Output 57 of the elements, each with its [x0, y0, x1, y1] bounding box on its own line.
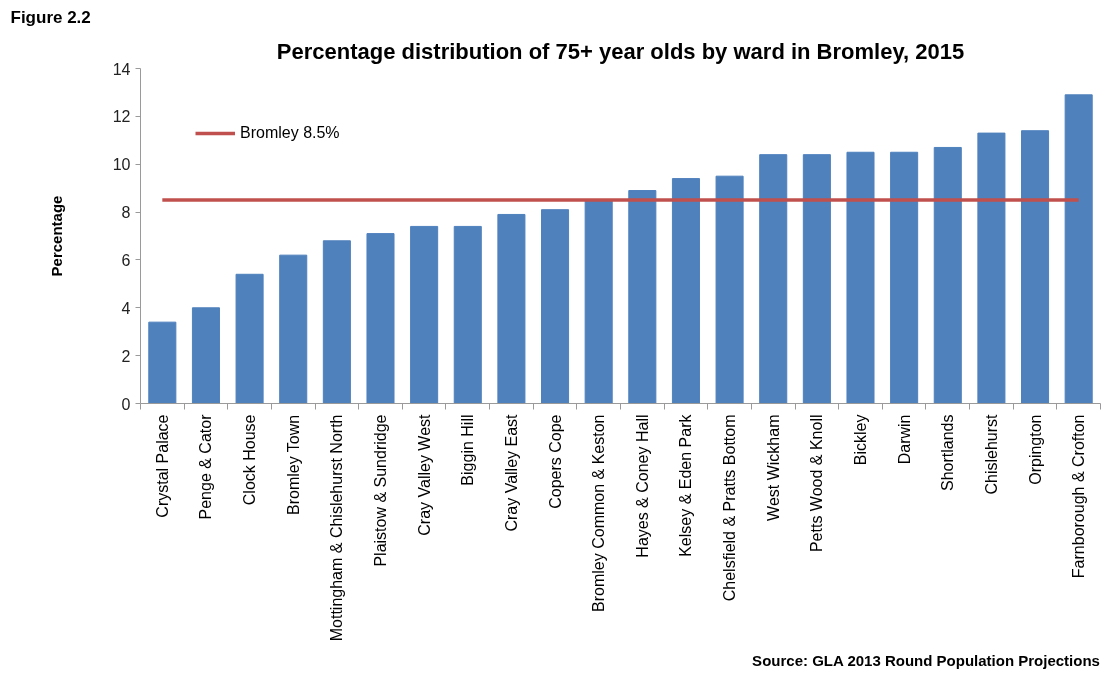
x-tick-label: West Wickham — [764, 414, 782, 521]
source-note: Source: GLA 2013 Round Population Projections — [752, 651, 1100, 669]
x-tick-label: Clock House — [241, 414, 259, 506]
bar — [1064, 94, 1093, 404]
bar — [541, 209, 570, 404]
x-tick-label: Chelsfield & Pratts Bottom — [721, 414, 739, 602]
x-tick-label: Cray Valley West — [415, 413, 433, 536]
y-tick-label: 0 — [121, 395, 131, 413]
x-tick-label: Bromley Town — [284, 414, 302, 515]
y-tick-label: 8 — [121, 204, 131, 222]
bar — [453, 225, 482, 404]
x-tick-label: Farnborough & Crofton — [1070, 414, 1088, 579]
x-tick-label: Crystal Palace — [153, 414, 171, 518]
bar — [191, 307, 220, 404]
y-tick-label: 12 — [112, 108, 131, 126]
y-tick-label: 6 — [121, 251, 131, 269]
x-tick-label: Shortlands — [939, 414, 957, 491]
bar — [584, 199, 613, 404]
x-tick-label: Mottingham & Chislehurst North — [328, 414, 346, 642]
y-axis-title: Percentage — [47, 195, 65, 277]
bar — [322, 240, 351, 404]
x-tick-label: Darwin — [895, 414, 913, 465]
x-tick-label: Petts Wood & Knoll — [808, 414, 826, 553]
x-tick-label: Cray Valley East — [502, 413, 520, 532]
bar — [497, 213, 526, 404]
bar — [715, 175, 744, 404]
bar — [148, 321, 177, 404]
bar — [671, 178, 700, 404]
x-tick-label: Orpington — [1026, 414, 1044, 485]
bar — [846, 151, 875, 404]
bar — [890, 151, 919, 404]
chart-title: Percentage distribution of 75+ year olds by ward in Bromley, 2015 — [276, 38, 965, 64]
x-tick-label: Chislehurst — [982, 413, 1000, 495]
x-tick-label: Biggin Hill — [459, 414, 477, 486]
bar — [410, 225, 439, 404]
x-tick-label: Plaistow & Sundridge — [372, 414, 389, 567]
bar — [759, 154, 788, 404]
caption: Figure 2.2 — [10, 7, 91, 27]
y-tick-label: 10 — [112, 156, 131, 174]
bar — [1021, 130, 1050, 404]
y-tick-label: 14 — [112, 60, 131, 78]
x-tick-label: Copers Cope — [546, 414, 564, 509]
bar — [977, 132, 1006, 404]
bar — [279, 254, 308, 404]
bar — [366, 233, 395, 404]
bar — [802, 154, 831, 404]
x-tick-label: Penge & Cator — [197, 413, 215, 520]
x-tick-label: Bromley Common & Keston — [590, 414, 608, 612]
bar — [628, 190, 657, 404]
bar — [933, 146, 962, 404]
y-tick-label: 2 — [121, 347, 131, 365]
y-tick-label: 4 — [121, 299, 131, 317]
bar — [235, 273, 264, 404]
legend-label: Bromley 8.5% — [240, 124, 340, 142]
x-tick-label: Kelsey & Eden Park — [677, 413, 695, 557]
x-tick-label: Hayes & Coney Hall — [633, 414, 651, 558]
x-tick-label: Bickley — [852, 414, 869, 466]
